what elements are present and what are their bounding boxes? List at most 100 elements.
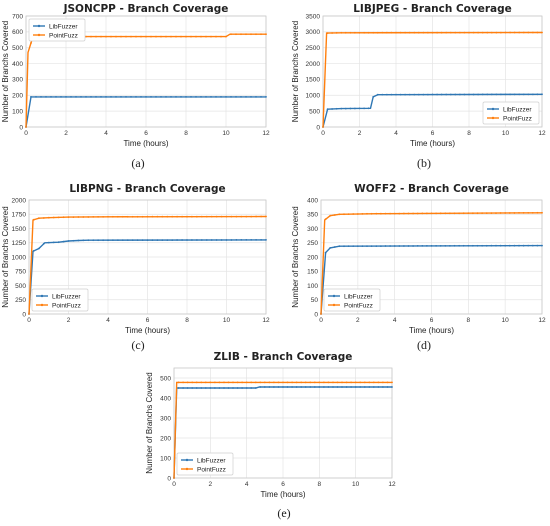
chart5-series-pointfuzz-marker-7 <box>204 381 207 384</box>
chart3-series-libfuzzer-marker-25 <box>151 239 154 241</box>
chart-panel-zlib: ZLIB - Branch Coverage 0 100 200 300 400 500 0 2… <box>144 348 416 499</box>
chart4-series-pointfuzz-marker-42 <box>513 212 516 214</box>
chart1-series-libfuzzer-marker-1 <box>30 96 32 98</box>
chart1-series-pointfuzz-marker-22 <box>135 35 137 38</box>
chart2-series-pointfuzz-marker-12 <box>376 31 379 34</box>
chart4-series-libfuzzer-marker-30 <box>458 244 460 247</box>
chart3-series-pointfuzz-marker-44 <box>245 215 248 218</box>
chart4-series-pointfuzz-marker-41 <box>508 212 511 214</box>
chart3-series-libfuzzer-marker-13 <box>92 239 95 242</box>
chart5-ytick-0: 0 <box>167 475 171 482</box>
chart2-series-pointfuzz-marker-16 <box>395 31 397 34</box>
chart2-series-pointfuzz-marker-39 <box>500 31 502 34</box>
chart4-series-libfuzzer-marker-4 <box>338 245 341 248</box>
chart4-series-libfuzzer-marker-34 <box>476 244 479 247</box>
chart5-series-libfuzzer-marker-33 <box>323 386 325 388</box>
chart5-series-pointfuzz-marker-15 <box>241 381 243 384</box>
chart3-series-pointfuzz-marker-8 <box>67 216 70 218</box>
chart3-series-libfuzzer-marker-35 <box>200 239 203 241</box>
chart2-series-libfuzzer-marker-43 <box>518 93 521 96</box>
chart3-series-libfuzzer-marker-34 <box>196 239 198 241</box>
chart2-series-libfuzzer-marker-44 <box>522 93 525 96</box>
chart3-series-pointfuzz-marker-31 <box>181 215 184 218</box>
chart3-series-libfuzzer-marker-1 <box>33 249 35 252</box>
chart1-series-libfuzzer-marker-25 <box>150 96 152 98</box>
chart1-series-libfuzzer-marker-11 <box>80 96 82 98</box>
chart3-series-libfuzzer-marker-5 <box>52 241 55 244</box>
chart4-series-pointfuzz-marker-32 <box>467 212 470 215</box>
chart2-series-libfuzzer-marker-31 <box>463 93 466 96</box>
chart1-series-libfuzzer-marker-30 <box>175 96 177 98</box>
chart1-xtick-2: 4 <box>104 130 108 137</box>
chart1-ytick-3: 300 <box>12 77 23 84</box>
chart3-series-pointfuzz-marker-47 <box>260 215 262 218</box>
chart2-series-libfuzzer-marker-34 <box>477 93 479 96</box>
chart4-series-pointfuzz-marker-12 <box>375 212 378 215</box>
chart5-series-libfuzzer-marker-39 <box>350 386 352 388</box>
chart4-series-pointfuzz-marker-6 <box>347 213 350 215</box>
chart1-series-libfuzzer-marker-3 <box>40 96 42 98</box>
chart4-series-pointfuzz-marker-25 <box>435 212 437 215</box>
chart4-series-libfuzzer-marker-12 <box>375 245 378 247</box>
chart2-series-pointfuzz-marker-44 <box>522 31 525 34</box>
chart4-series-pointfuzz-marker-22 <box>421 212 424 215</box>
chart5-series-libfuzzer-marker-12 <box>227 387 230 389</box>
chart1-series-libfuzzer-marker-15 <box>100 96 102 98</box>
chart1-series-pointfuzz-marker-36 <box>205 35 207 38</box>
chart2-series-pointfuzz-marker-41 <box>509 31 511 34</box>
chart1-series-libfuzzer-marker-35 <box>200 96 202 98</box>
chart4-series-pointfuzz-marker-20 <box>412 212 414 215</box>
chart3-series-libfuzzer-marker-30 <box>176 239 179 241</box>
chart5-xtick-0: 0 <box>172 481 176 488</box>
chart2-series-libfuzzer-marker-23 <box>427 93 429 96</box>
chart5-legend-marker-pointfuzz <box>185 467 189 471</box>
chart1-series-pointfuzz-marker-21 <box>130 35 132 38</box>
chart4-series-libfuzzer-marker-23 <box>426 245 428 247</box>
chart4-series-pointfuzz-marker-7 <box>352 213 355 215</box>
chart4-series-libfuzzer-marker-38 <box>495 244 497 247</box>
chart1-series-libfuzzer-marker-20 <box>125 96 127 98</box>
chart1-series-libfuzzer-marker-2 <box>35 96 37 98</box>
chart2-series-libfuzzer-marker-10 <box>367 107 370 110</box>
chart3-ytick-3: 750 <box>15 269 26 276</box>
chart1-series-libfuzzer-marker-37 <box>210 96 212 98</box>
chart1-series-libfuzzer-marker-24 <box>145 96 147 98</box>
chart1-series-libfuzzer-marker-6 <box>55 96 57 98</box>
chart5-series-pointfuzz-marker-21 <box>268 381 271 384</box>
chart1-series-pointfuzz-marker-46 <box>255 33 257 36</box>
chart5-series-pointfuzz-marker-4 <box>191 381 194 384</box>
chart4-series-libfuzzer-marker-20 <box>412 245 414 247</box>
chart2-series-libfuzzer-marker-11 <box>372 96 375 98</box>
chart3-series-libfuzzer-marker-9 <box>72 239 75 242</box>
chart-svg-woff2: WOFF2 - Branch Coverage05010015020025030… <box>291 183 546 335</box>
chart2-series-pointfuzz-marker-0 <box>322 126 324 128</box>
chart5-series-pointfuzz-marker-41 <box>359 381 362 384</box>
chart5-series-pointfuzz-marker-12 <box>227 381 230 384</box>
chart5-series-pointfuzz-marker-24 <box>282 381 284 384</box>
chart3-series-pointfuzz-marker-4 <box>47 216 50 219</box>
chart2-legend: LibFuzzer PointFuzz <box>482 101 540 125</box>
chart4-ytick-2: 100 <box>307 283 318 290</box>
chart2-legend-marker-pointfuzz <box>491 116 495 120</box>
chart5-series-pointfuzz-marker-26 <box>291 381 293 384</box>
chart2-series-pointfuzz-marker-28 <box>449 31 452 34</box>
chart1-series-pointfuzz-marker-29 <box>170 35 172 38</box>
chart3-series-pointfuzz-marker-30 <box>176 215 179 218</box>
chart5-series-libfuzzer-marker-30 <box>309 386 312 388</box>
chart2-series-pointfuzz-marker-14 <box>386 31 388 34</box>
chart2-series-pointfuzz-marker-17 <box>399 31 402 34</box>
chart4-series-pointfuzz-marker-11 <box>370 212 373 215</box>
chart5-ytick-5: 500 <box>160 375 171 382</box>
chart3-series-libfuzzer-marker-46 <box>255 239 257 241</box>
chart2-xlabel: Time (hours) <box>410 139 455 148</box>
chart4-series-pointfuzz-marker-9 <box>361 213 364 215</box>
chart1-series-pointfuzz-marker-48 <box>265 33 267 36</box>
chart1-series-libfuzzer-marker-26 <box>155 96 157 98</box>
chart4-series-pointfuzz-marker-1 <box>324 218 327 221</box>
chart2-series-libfuzzer-marker-2 <box>331 108 333 110</box>
chart2-series-pointfuzz-marker-8 <box>358 31 361 34</box>
chart5-series-pointfuzz-marker-8 <box>209 381 212 384</box>
chart1-series-pointfuzz-marker-33 <box>190 35 192 38</box>
chart1-series-libfuzzer-marker-12 <box>85 96 87 98</box>
chart4-series-libfuzzer-marker-36 <box>485 244 488 247</box>
